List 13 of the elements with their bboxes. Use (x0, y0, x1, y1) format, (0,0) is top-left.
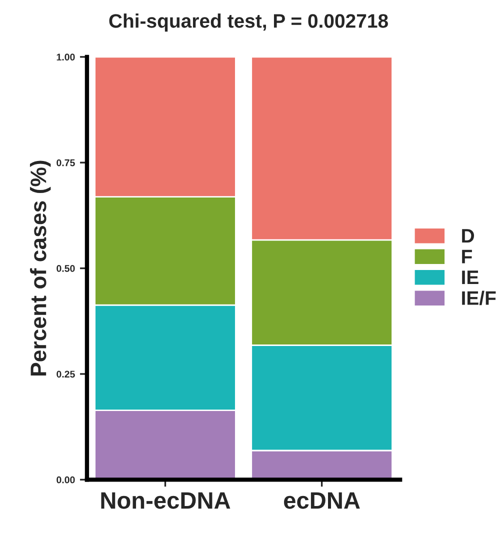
legend-label: D (462, 229, 474, 243)
y-tick-label: 0.75 (56, 159, 75, 166)
x-tick-label: ecDNA (284, 492, 360, 509)
y-tick-label: 0.25 (56, 370, 75, 378)
legend-label: IE (462, 270, 478, 284)
legend-label: IE/F (462, 290, 496, 306)
y-tick-label: 0.50 (56, 265, 75, 272)
y-tick-label: 1.00 (56, 54, 75, 61)
legend-label: F (462, 250, 472, 264)
y-tick-label: 0.00 (56, 476, 75, 484)
y-axis-title: Percent of cases (%) (30, 160, 51, 376)
chart-title: Chi-squared test, P = 0.002718 (109, 14, 388, 32)
x-tick-label: Non-ecDNA (101, 492, 230, 509)
